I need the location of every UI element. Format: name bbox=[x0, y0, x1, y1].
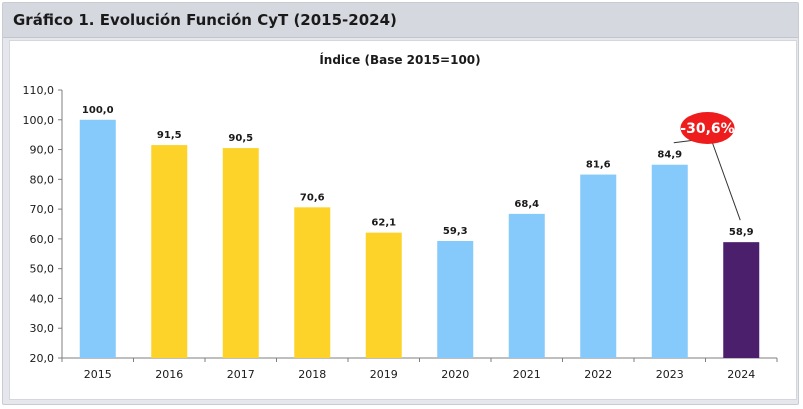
y-tick-label: 50,0 bbox=[30, 263, 55, 276]
bar-2020 bbox=[437, 240, 474, 358]
bar-2018 bbox=[294, 207, 331, 358]
y-tick-label: 80,0 bbox=[30, 173, 55, 186]
value-label-2018: 70,6 bbox=[300, 192, 325, 203]
y-tick-label: 100,0 bbox=[23, 114, 55, 127]
value-label-2021: 68,4 bbox=[514, 199, 539, 210]
callout-leader-right bbox=[712, 142, 741, 221]
value-label-2023: 84,9 bbox=[657, 150, 682, 161]
y-tick-labels: 20,0 30,0 40,0 50,0 60,0 70,0 80,0 90,0 100,0 110… bbox=[23, 84, 55, 365]
bar-2019 bbox=[365, 232, 402, 358]
x-tick-label: 2015 bbox=[84, 368, 112, 381]
x-tick-label: 2024 bbox=[727, 368, 755, 381]
y-tick-label: 40,0 bbox=[30, 292, 55, 305]
value-label-2024: 58,9 bbox=[729, 227, 754, 238]
callout-text: -30,6% bbox=[680, 121, 734, 137]
annotation-callout: -30,6% bbox=[673, 112, 741, 221]
bar-2017 bbox=[222, 148, 259, 358]
value-labels: 100,0 91,5 90,5 70,6 62,1 59,3 68,4 81,6 84,9 58,… bbox=[82, 105, 754, 238]
x-tick-label: 2016 bbox=[155, 368, 183, 381]
bars bbox=[79, 119, 760, 359]
bar-2015 bbox=[79, 119, 116, 359]
value-label-2022: 81,6 bbox=[586, 160, 611, 171]
bar-2021 bbox=[508, 213, 545, 358]
value-label-2020: 59,3 bbox=[443, 226, 468, 237]
y-tick-label: 70,0 bbox=[30, 203, 55, 216]
x-tick-label: 2023 bbox=[656, 368, 684, 381]
y-tick-label: 20,0 bbox=[30, 352, 55, 365]
callout-bubble bbox=[680, 112, 735, 144]
y-tick-label: 60,0 bbox=[30, 233, 55, 246]
value-label-2016: 91,5 bbox=[157, 130, 182, 141]
x-tick-label: 2020 bbox=[441, 368, 469, 381]
bar-2023 bbox=[651, 164, 688, 358]
bar-2016 bbox=[151, 145, 188, 358]
x-tick-label: 2018 bbox=[298, 368, 326, 381]
x-tick-label: 2022 bbox=[584, 368, 612, 381]
y-tick-label: 30,0 bbox=[30, 322, 55, 335]
value-label-2019: 62,1 bbox=[371, 218, 396, 229]
x-tick-label: 2019 bbox=[370, 368, 398, 381]
chart-header-title: Gráfico 1. Evolución Función CyT (2015-2… bbox=[13, 11, 397, 29]
chart-header: Gráfico 1. Evolución Función CyT (2015-2… bbox=[3, 3, 798, 38]
x-tick-label: 2017 bbox=[227, 368, 255, 381]
chart-title: Índice (Base 2015=100) bbox=[319, 52, 480, 67]
bar-2024 bbox=[723, 242, 760, 358]
value-label-2015: 100,0 bbox=[82, 105, 114, 116]
bar-2022 bbox=[580, 174, 617, 358]
value-label-2017: 90,5 bbox=[228, 133, 253, 144]
x-tick-labels: 2015 2016 2017 2018 2019 2020 2021 2022 2023 2024 bbox=[84, 368, 756, 381]
y-tick-label: 110,0 bbox=[23, 84, 55, 97]
y-tick-label: 90,0 bbox=[30, 144, 55, 157]
x-tick-label: 2021 bbox=[513, 368, 541, 381]
